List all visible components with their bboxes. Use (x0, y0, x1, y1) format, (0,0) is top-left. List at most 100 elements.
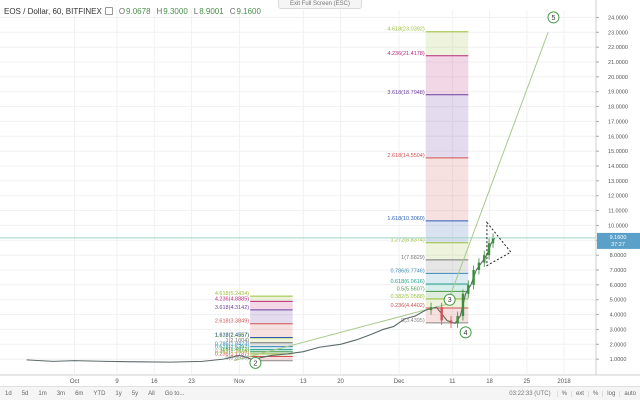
fib-level-label: 1.272(2.4287) (215, 333, 249, 339)
wave-label: 5 (551, 15, 555, 22)
grid (0, 10, 596, 374)
candle-body (483, 255, 486, 263)
goto-date-button[interactable]: Go to... (164, 390, 185, 397)
wave-label: 3 (448, 297, 452, 304)
percent-scale-toggle[interactable]: % (587, 390, 602, 397)
extended-hours-toggle[interactable]: ext (570, 390, 588, 397)
wave-circle (547, 11, 560, 24)
candle-body (440, 307, 443, 321)
fib-level-label: 2.618(3.3849) (215, 319, 249, 325)
timeframe-5d[interactable]: 5d (21, 390, 29, 397)
fib-zone (425, 220, 469, 243)
x-tick-label: 23 (188, 379, 195, 385)
fib-level-label: 0.786(6.7746) (390, 268, 424, 274)
y-tick-label: 18.0000 (608, 105, 628, 111)
y-tick-label: 20.0000 (608, 75, 628, 81)
y-tick-label: 12.0000 (608, 194, 628, 200)
timeframe-1m[interactable]: 1m (38, 390, 47, 397)
wave-label: 2 (253, 360, 257, 367)
y-tick-label: 23.0000 (608, 30, 628, 36)
fib-level-label: 0.618(6.0616) (390, 279, 424, 285)
open-label: O (118, 6, 126, 16)
fib-level-label: 0.236(4.4402) (390, 303, 424, 309)
bottom-toolbar: 1d 5d 1m 3m 6m YTD 1y 5y All Go to... 03… (0, 386, 640, 400)
close-label: C (229, 6, 236, 16)
fib-level-label: 0.5(5.5607) (397, 286, 425, 292)
candle-body (467, 284, 470, 294)
fib-level-label: 0.236(1.1787) (215, 351, 249, 357)
x-tick-label: Nov (234, 379, 245, 385)
fib-zone (250, 309, 293, 324)
x-tick-label: 2018 (557, 379, 571, 385)
symbol-title[interactable]: EOS / Dollar, 60, BITFINEX (4, 6, 102, 16)
x-tick-label: 18 (486, 379, 493, 385)
y-tick-label: 1.0000 (610, 357, 627, 363)
x-axis: Oct 9 16 23 Nov 13 20 Dec 11 18 25 2018 (0, 374, 640, 385)
fib-zone (425, 259, 469, 274)
fib-zone (425, 55, 469, 95)
fib-zone (250, 301, 293, 310)
fib-zone (425, 94, 469, 158)
timeframe-1y[interactable]: 1y (115, 390, 122, 397)
fib-zone (425, 157, 469, 221)
bottom-right-controls: 03:22:33 (UTC) % ext % log auto (503, 390, 640, 397)
fib-zone (250, 351, 293, 354)
price-badge-bg (597, 232, 640, 249)
timeframe-5y[interactable]: 5y (131, 390, 139, 397)
timeframe-1d[interactable]: 1d (5, 390, 12, 397)
utc-clock: 03:22:33 (UTC) (509, 390, 551, 397)
wave-circle (443, 293, 456, 306)
fib-level-label: 4.236(4.8885) (215, 296, 249, 302)
y-tick-label: 14.0000 (608, 164, 628, 170)
auto-scale-toggle[interactable]: auto (619, 390, 640, 397)
elliott-wave-marker: 4 (459, 326, 472, 339)
y-tick-label: 8.0000 (610, 253, 627, 259)
fib-level-label: 0(3.4395) (401, 318, 425, 324)
candle-body (429, 307, 433, 311)
fib-zone (250, 346, 293, 350)
y-tick-label: 17.0000 (608, 119, 628, 125)
y-tick-label: 2.0000 (610, 342, 627, 348)
timeframe-3m[interactable]: 3m (56, 390, 66, 397)
wave-label: 4 (464, 330, 468, 337)
y-tick-label: 7.0000 (610, 268, 627, 274)
timeframe-all[interactable]: All (148, 390, 155, 397)
y-tick-label: 10.0000 (608, 223, 628, 229)
fib-level-label: 0.382(1.3548) (215, 349, 249, 355)
y-tick-label: 24.0000 (608, 15, 628, 21)
fib-level-label: 2.618(14.5504) (387, 153, 424, 159)
fib-zone (250, 296, 293, 302)
price-badge-countdown: 37:27 (611, 242, 625, 248)
fib-zone (250, 323, 293, 338)
fib-zone (425, 273, 469, 284)
x-tick-label: 16 (151, 379, 158, 385)
timeframe-6m[interactable]: 6m (75, 390, 84, 397)
fib-zone (425, 242, 469, 260)
fib-extension-1: 0(0.8939)0.236(1.1787)0.382(1.3548)0.5(1… (215, 291, 293, 362)
close-value: 9.1600 (236, 6, 261, 16)
x-tick-label: 13 (300, 379, 307, 385)
high-label: H (156, 6, 163, 16)
y-tick-label: 3.0000 (610, 327, 627, 333)
candle-body (472, 270, 475, 285)
y-tick-label: 11.0000 (608, 209, 627, 215)
y-tick-label: 22.0000 (608, 45, 628, 51)
fib-level-label: 4.618(5.2434) (215, 291, 249, 297)
percent-toggle[interactable]: % (556, 390, 571, 397)
exit-fullscreen-button[interactable]: Exit Full Screen (ESC) (278, 0, 362, 9)
chart-canvas[interactable]: 1.0000 2.0000 3.0000 4.0000 5.0000 6.0000 7.00… (0, 0, 640, 386)
hide-series-icon[interactable] (104, 7, 113, 15)
candle-body (449, 320, 453, 324)
fib-level-label: 3.618(4.3142) (215, 305, 249, 311)
wave-circle (249, 356, 262, 369)
fib-level-label: 0.5(1.4972) (221, 347, 249, 353)
candle-body (456, 316, 459, 324)
timeframe-ytd[interactable]: YTD (93, 390, 106, 397)
elliott-wave-marker: 5 (547, 11, 560, 24)
fib-level-label: 4.236(21.4178) (387, 51, 424, 57)
log-scale-toggle[interactable]: log (602, 390, 619, 397)
high-value: 9.3000 (163, 6, 188, 16)
candle-body (461, 293, 465, 317)
y-tick-label: 5.0000 (610, 298, 627, 304)
fib-level-label: 0.786(1.8423) (215, 342, 249, 348)
